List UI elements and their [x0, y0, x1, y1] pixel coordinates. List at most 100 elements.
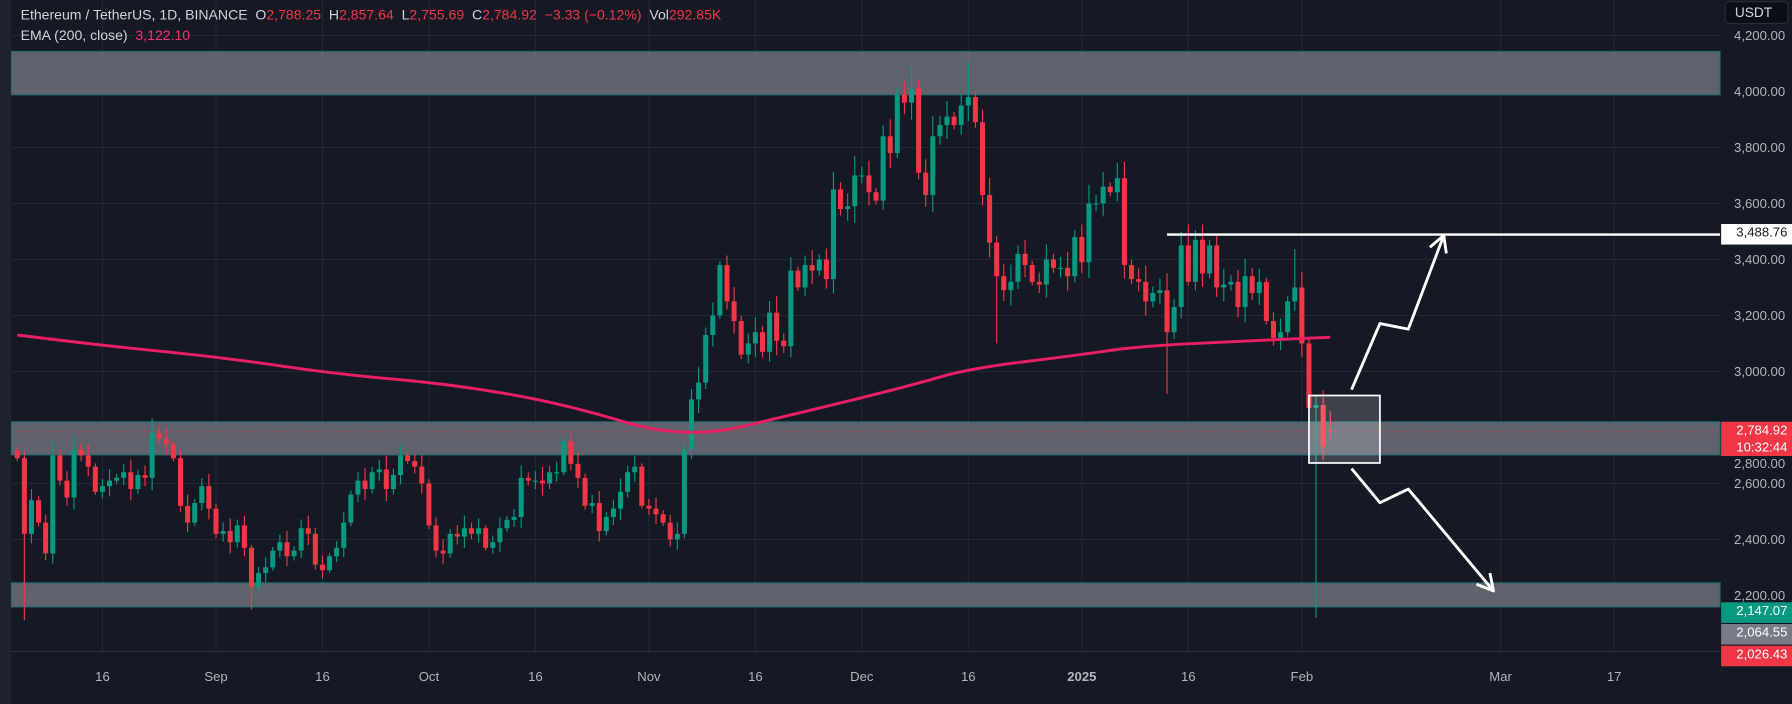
candle-body [972, 97, 978, 123]
y-tick-label: 2,600.00 [1734, 476, 1785, 491]
candle-body [830, 189, 836, 280]
symbol-title[interactable]: Ethereum / TetherUS, 1D, BINANCE [20, 6, 248, 23]
candle-body [937, 125, 943, 137]
candle-body [241, 525, 247, 548]
candle [206, 473, 212, 520]
candle [1327, 411, 1333, 440]
candle [298, 519, 304, 559]
candle [355, 472, 361, 503]
candle [433, 517, 439, 558]
candle [1249, 268, 1255, 301]
candle [277, 534, 283, 558]
consolidation-box [1308, 394, 1381, 464]
candle [334, 541, 340, 563]
candle-body [1058, 267, 1064, 269]
candle-body [710, 315, 716, 336]
candle [1100, 171, 1106, 217]
candle [582, 473, 588, 510]
candle [21, 450, 27, 621]
candle-body [163, 438, 169, 445]
candle [426, 479, 432, 529]
candle-body [114, 477, 120, 481]
y-tick-label: 4,000.00 [1734, 84, 1785, 99]
candle-body [1270, 321, 1276, 338]
x-tick-label: Sep [204, 669, 227, 684]
candle [1157, 278, 1163, 304]
candle-body [1114, 178, 1120, 193]
candle [85, 444, 91, 477]
candle-body [518, 477, 524, 518]
candle-body [497, 528, 503, 543]
candle-body [142, 475, 148, 478]
candle-body [1029, 265, 1035, 282]
y-tick-label: 3,800.00 [1734, 140, 1785, 155]
candle [107, 469, 113, 497]
candle [1086, 184, 1092, 279]
candle-body [1136, 279, 1142, 282]
candle [170, 440, 176, 462]
candle [809, 250, 815, 284]
bearish-arrow-head [1475, 572, 1495, 593]
candle [121, 463, 127, 486]
candle-body [405, 455, 411, 462]
candle-body [1242, 276, 1248, 308]
candle-body [1214, 245, 1220, 288]
candle-body [994, 242, 1000, 277]
candle-body [390, 475, 396, 490]
candle [852, 156, 858, 224]
candle [873, 187, 879, 205]
candle-body [50, 455, 56, 554]
candle-body [28, 500, 34, 534]
candle [1029, 260, 1035, 286]
candle [461, 515, 467, 548]
candle-body [1008, 281, 1014, 291]
candle [270, 546, 276, 571]
candle [823, 248, 829, 289]
candle-body [873, 192, 879, 201]
candle-body [1185, 245, 1191, 282]
candle [1114, 162, 1120, 202]
candle-body [234, 525, 240, 543]
candle-body [1285, 301, 1291, 333]
candle [1150, 286, 1156, 308]
price-tag: 2,064.55 [1721, 623, 1792, 645]
candle [1107, 182, 1113, 197]
candle [241, 515, 247, 557]
candle-body [369, 472, 375, 490]
candle [369, 466, 375, 494]
candle-body [632, 466, 638, 473]
candle [731, 287, 737, 334]
candle [603, 512, 609, 536]
candle-body [547, 472, 553, 484]
candle [688, 388, 695, 459]
candle-body [866, 175, 872, 193]
y-tick-label: 3,600.00 [1734, 196, 1785, 211]
candle-body [1157, 290, 1163, 294]
candle-body [618, 491, 624, 509]
candle [1207, 239, 1213, 279]
candle-body [298, 528, 304, 551]
x-tick-label: Feb [1291, 669, 1314, 684]
support-resistance-zones [10, 50, 1721, 608]
candle-body [909, 88, 915, 103]
candle-body [412, 461, 418, 467]
candle-body [532, 480, 538, 482]
candles [14, 61, 1333, 621]
candle-body [646, 505, 652, 509]
candle [28, 489, 34, 544]
candle-body [227, 531, 233, 543]
ema-legend[interactable]: EMA (200, close) 3,122.10 [21, 27, 191, 43]
candle-body [348, 494, 354, 523]
candle [447, 528, 453, 558]
candle-body [447, 533, 453, 554]
currency-button[interactable]: USDT [1724, 1, 1789, 24]
candle-body [1065, 267, 1071, 277]
candle [958, 94, 964, 135]
candle-body [1093, 203, 1099, 205]
candle [887, 119, 893, 168]
candle-body [1292, 287, 1298, 302]
candle [653, 497, 659, 525]
candle [1072, 230, 1078, 283]
candle [717, 260, 723, 319]
